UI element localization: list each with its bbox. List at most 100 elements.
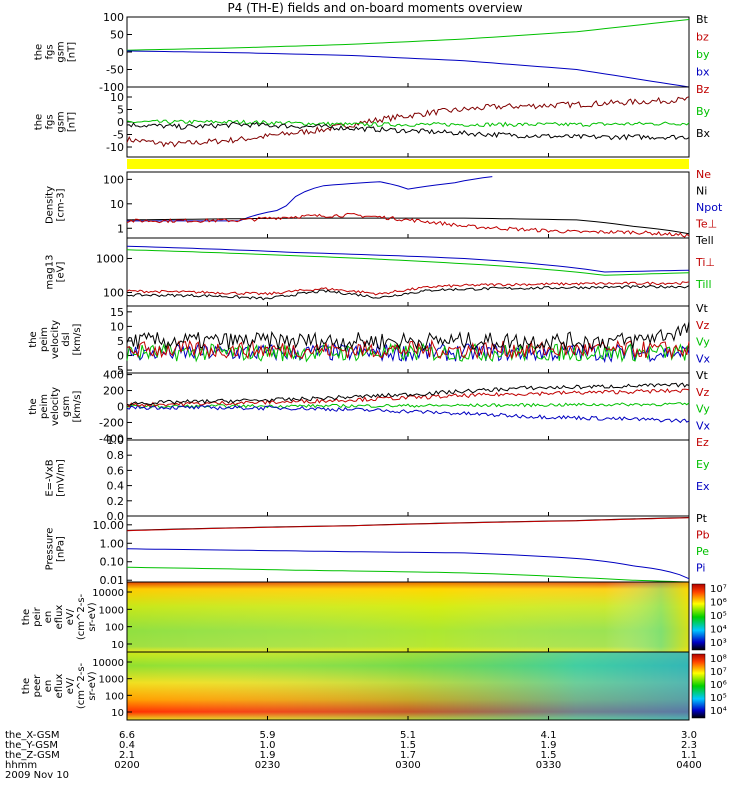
y-tick-label: -50 — [106, 64, 124, 77]
y-axis-label: peer — [32, 674, 43, 698]
y-tick-label: 0.6 — [107, 464, 125, 477]
ephemeris-value: 0330 — [536, 760, 561, 771]
ephemeris-value: 5.1 — [400, 730, 416, 741]
legend-Tell: Tell — [695, 234, 714, 247]
panel-frame — [126, 86, 690, 158]
y-tick-label: 1000 — [96, 252, 124, 265]
y-axis-label: peim — [39, 394, 50, 419]
series-Vt — [126, 321, 690, 352]
colorbar-label: 10⁶ — [710, 598, 727, 609]
series-Ne — [126, 212, 690, 238]
y-axis-label: eV/ — [65, 677, 76, 694]
y-tick-label: -400 — [99, 432, 124, 445]
legend-Pt: Pt — [696, 512, 708, 525]
y-tick-label: 100 — [103, 286, 124, 299]
y-axis-label: fgs — [45, 114, 56, 129]
series-By — [126, 119, 690, 128]
series-Vy — [126, 402, 690, 409]
y-tick-label: 100 — [105, 623, 124, 634]
colorbar-label: 10⁶ — [710, 680, 727, 691]
ephemeris-label: the_X-GSM — [5, 730, 59, 741]
y-tick-label: 10.00 — [93, 519, 125, 532]
series-bx — [126, 50, 690, 88]
ephemeris-value: 3.0 — [681, 730, 697, 741]
ephemeris-value: 4.1 — [541, 730, 557, 741]
y-tick-label: 10 — [110, 198, 124, 211]
y-axis-label: the — [28, 398, 39, 414]
ephemeris-value: 1.9 — [541, 740, 557, 751]
y-tick-label: 0.01 — [100, 574, 125, 587]
y-axis-label: [cm-3] — [56, 188, 67, 221]
y-tick-label: -100 — [99, 81, 124, 94]
legend-Bx: Bx — [696, 127, 711, 140]
y-tick-label: 5 — [117, 335, 124, 348]
legend-Pi: Pi — [696, 562, 705, 575]
ephemeris-value: 0300 — [395, 760, 420, 771]
y-axis-label: (cm^2-s- — [76, 593, 87, 640]
spectrogram-2 — [126, 651, 706, 721]
series-Ti⊥ — [126, 281, 690, 296]
y-tick-label: 100 — [103, 173, 124, 186]
ephemeris-value: 2.3 — [681, 740, 697, 751]
y-axis-label: [km/s] — [72, 323, 83, 355]
panel-frame — [126, 171, 690, 239]
y-tick-label: 200 — [103, 385, 124, 398]
page-title: P4 (TH-E) fields and on-board moments ov… — [227, 1, 523, 15]
legend-Ey: Ey — [696, 458, 710, 471]
legend-Ni: Ni — [696, 185, 707, 198]
ephemeris-label: the_Y-GSM — [5, 740, 58, 751]
y-tick-label: 1.00 — [100, 537, 125, 550]
panel-4 — [126, 237, 690, 307]
legend-Pe: Pe — [696, 545, 709, 558]
panel-2 — [126, 86, 690, 158]
ephemeris-value: 1.5 — [400, 740, 416, 751]
series-Npot — [127, 176, 493, 222]
panel-5 — [126, 305, 690, 374]
y-tick-label: 1000 — [99, 675, 124, 686]
y-tick-label: 0 — [117, 401, 124, 414]
y-axis-label: velocity — [50, 387, 61, 426]
series-Vy — [126, 342, 690, 363]
series-Till — [126, 249, 690, 276]
legend-bx: bx — [696, 66, 710, 79]
y-axis-label: Pressure — [45, 528, 56, 571]
y-tick-label: -200 — [99, 416, 124, 429]
ephemeris-value: 1.7 — [400, 750, 416, 761]
legend-Pb: Pb — [696, 529, 710, 542]
colorbar — [691, 653, 706, 719]
y-axis-label: mag13 — [45, 255, 56, 290]
y-tick-label: -5 — [113, 364, 124, 377]
legend-Vz: Vz — [696, 319, 710, 332]
legend-bz: bz — [696, 31, 709, 44]
y-axis-label: dsl — [61, 332, 72, 346]
legend-Vx: Vx — [696, 419, 711, 432]
series-Vt — [126, 382, 690, 406]
y-tick-label: -5 — [113, 129, 124, 142]
legend-Ne: Ne — [696, 168, 711, 181]
legend-Ez: Ez — [696, 436, 709, 449]
panel-frame — [126, 372, 690, 441]
legend-Ti⊥: Ti⊥ — [695, 256, 715, 269]
ephemeris-value: 1.0 — [260, 740, 276, 751]
y-axis-label: eflux — [54, 605, 65, 630]
legend-Vt: Vt — [696, 369, 709, 382]
y-tick-label: 10 — [110, 320, 124, 333]
colorbar-label: 10⁴ — [710, 625, 727, 636]
series-Vx — [126, 404, 690, 424]
y-tick-label: 0.8 — [107, 449, 125, 462]
y-tick-label: 10000 — [92, 658, 124, 669]
y-axis-label: eV/ — [65, 608, 76, 625]
series-Ti_blue — [126, 245, 690, 273]
y-tick-label: 0.4 — [107, 480, 125, 493]
series-Bz — [126, 96, 690, 148]
y-axis-label: [nT] — [67, 42, 78, 62]
y-axis-label: gsm — [56, 41, 67, 62]
y-tick-label: 0 — [117, 350, 124, 363]
ephemeris-value: 2.1 — [119, 750, 135, 761]
y-tick-label: 10 — [111, 708, 124, 719]
panel-6 — [126, 372, 690, 441]
panel-7 — [126, 439, 690, 517]
legend-Vy: Vy — [696, 336, 710, 349]
y-axis-label: the — [21, 609, 32, 625]
panel-frame — [126, 305, 690, 374]
